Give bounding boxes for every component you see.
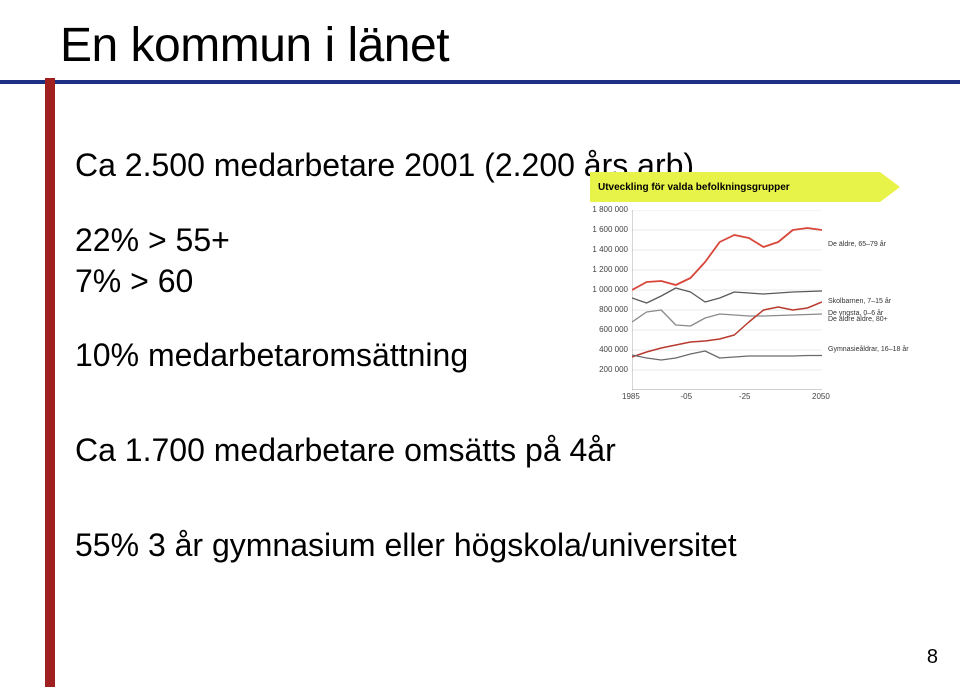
chart-y-tick: 400 000 [590,345,628,354]
chart-series-label: Skolbarnen, 7–15 år [828,298,891,305]
slide-title: En kommun i länet [60,18,449,73]
chart-plot-area [632,210,822,390]
chart-y-tick: 1 200 000 [590,265,628,274]
chart-series-label: Gymnasieåldrar, 16–18 år [828,346,909,353]
chart-series-label: De äldre, 65–79 år [828,241,886,248]
chart-y-tick: 200 000 [590,365,628,374]
chart-banner-arrow [880,172,900,202]
chart-y-tick: 1 400 000 [590,245,628,254]
chart-x-tick: -05 [680,392,692,401]
chart-series-label: De äldre äldre, 80+ [828,316,888,323]
chart-banner-text: Utveckling för valda befolkningsgrupper [598,182,790,193]
body-line-2b: 7% > 60 [75,263,193,299]
title-underline [0,80,960,84]
body-line-3: 10% medarbetaromsättning [75,335,468,376]
chart-y-tick: 600 000 [590,325,628,334]
chart-y-tick: 800 000 [590,305,628,314]
chart-x-tick: -25 [739,392,751,401]
population-chart: Utveckling för valda befolkningsgrupper … [590,172,930,402]
body-line-2a: 22% > 55+ [75,222,230,258]
body-line-2: 22% > 55+ 7% > 60 [75,220,230,302]
chart-x-tick: 1985 [622,392,640,401]
chart-y-tick: 1 000 000 [590,285,628,294]
chart-y-tick: 1 600 000 [590,225,628,234]
page-number: 8 [927,646,938,669]
body-line-5: 55% 3 år gymnasium eller högskola/univer… [75,525,737,566]
left-accent-bar [45,78,55,687]
chart-x-tick: 2050 [812,392,830,401]
body-line-4: Ca 1.700 medarbetare omsätts på 4år [75,430,616,471]
chart-banner: Utveckling för valda befolkningsgrupper [590,172,900,202]
chart-y-tick: 1 800 000 [590,205,628,214]
